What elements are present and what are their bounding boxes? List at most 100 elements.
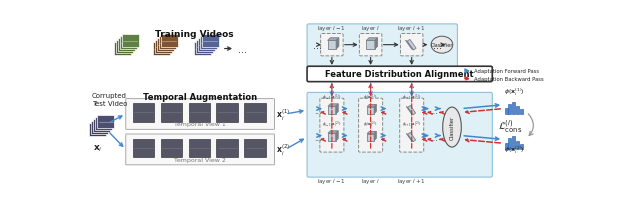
Bar [516, 141, 519, 149]
FancyBboxPatch shape [307, 93, 492, 177]
Text: $\phi_{l-1}(\mathbf{x}_i^{(2)})$: $\phi_{l-1}(\mathbf{x}_i^{(2)})$ [322, 119, 342, 129]
Polygon shape [374, 105, 376, 114]
Polygon shape [366, 39, 378, 41]
Text: Classifier: Classifier [431, 43, 453, 48]
Text: layer $l+1$: layer $l+1$ [397, 176, 426, 185]
FancyBboxPatch shape [401, 34, 423, 57]
Polygon shape [406, 134, 413, 142]
Text: ...: ... [314, 106, 322, 115]
FancyBboxPatch shape [367, 107, 374, 114]
Bar [189, 104, 210, 122]
Bar [505, 143, 508, 149]
Bar [97, 116, 114, 129]
Text: Corrupted
Test Video: Corrupted Test Video [92, 93, 127, 106]
Bar [244, 104, 266, 122]
Text: layer $l+1$: layer $l+1$ [397, 24, 426, 33]
Text: Temporal View 2: Temporal View 2 [174, 157, 226, 162]
Text: Temporal Augmentation: Temporal Augmentation [143, 93, 257, 102]
Bar [132, 139, 154, 157]
Bar [122, 35, 139, 48]
FancyBboxPatch shape [328, 134, 336, 141]
Text: ...: ... [312, 40, 321, 50]
Text: $\phi(\mathbf{x}_i^{(2)})$: $\phi(\mathbf{x}_i^{(2)})$ [504, 144, 524, 156]
Bar [512, 137, 515, 149]
Bar [520, 144, 523, 149]
Bar [505, 109, 508, 114]
Polygon shape [336, 131, 338, 141]
Text: layer $l$: layer $l$ [361, 176, 380, 185]
Text: $\mathcal{L}_{\rm cons}^{(i)}$: $\mathcal{L}_{\rm cons}^{(i)}$ [498, 117, 522, 134]
Text: Classifier: Classifier [449, 115, 454, 139]
Text: ...: ... [238, 44, 247, 54]
Text: Feature Distribution Alignment: Feature Distribution Alignment [325, 70, 474, 79]
Bar [159, 37, 176, 50]
FancyBboxPatch shape [307, 67, 492, 82]
Text: layer $l$: layer $l$ [361, 24, 380, 33]
Ellipse shape [443, 108, 461, 147]
Bar [189, 139, 210, 157]
Polygon shape [405, 41, 413, 51]
Ellipse shape [431, 37, 452, 54]
Bar [216, 139, 238, 157]
Polygon shape [336, 39, 339, 50]
Bar [118, 39, 135, 52]
Bar [202, 35, 219, 48]
Polygon shape [328, 104, 338, 107]
Bar [132, 104, 154, 122]
Bar [196, 41, 213, 54]
Bar [157, 39, 174, 52]
Polygon shape [408, 133, 415, 142]
FancyBboxPatch shape [360, 34, 382, 57]
Bar [155, 41, 172, 54]
Text: layer $l-1$: layer $l-1$ [317, 24, 346, 33]
FancyBboxPatch shape [366, 41, 375, 50]
FancyBboxPatch shape [328, 41, 336, 50]
Polygon shape [328, 131, 338, 134]
Polygon shape [367, 132, 376, 134]
Polygon shape [406, 107, 413, 115]
Text: Temporal View 1: Temporal View 1 [174, 122, 226, 127]
Bar [93, 119, 110, 132]
Text: $\phi_{l+1}(\mathbf{x}_i^{(1)})$: $\phi_{l+1}(\mathbf{x}_i^{(1)})$ [402, 92, 422, 102]
Text: $\mathbf{x}_i$: $\mathbf{x}_i$ [93, 143, 102, 153]
FancyBboxPatch shape [307, 25, 458, 68]
Bar [200, 37, 217, 50]
Bar [244, 139, 266, 157]
Polygon shape [374, 132, 376, 141]
Bar [512, 102, 515, 114]
Bar [161, 35, 178, 48]
Bar [194, 43, 211, 56]
Polygon shape [407, 40, 416, 51]
Polygon shape [328, 39, 339, 41]
Text: Training Videos: Training Videos [155, 30, 233, 39]
FancyBboxPatch shape [320, 99, 344, 152]
Text: $\phi_l(\mathbf{x}_i^{(2)})$: $\phi_l(\mathbf{x}_i^{(2)})$ [364, 119, 378, 129]
FancyBboxPatch shape [358, 99, 383, 152]
Polygon shape [408, 106, 415, 115]
Bar [120, 37, 137, 50]
Bar [114, 43, 131, 56]
FancyArrowPatch shape [528, 114, 533, 136]
Text: ...: ... [430, 106, 438, 115]
Text: ...: ... [430, 133, 438, 142]
Text: Adaptation Backward Pass: Adaptation Backward Pass [474, 77, 544, 82]
Text: $\phi_{l-1}(\mathbf{x}_i^{(1)})$: $\phi_{l-1}(\mathbf{x}_i^{(1)})$ [322, 92, 342, 102]
Bar [520, 110, 523, 114]
Bar [153, 43, 170, 56]
Text: layer $l-1$: layer $l-1$ [317, 176, 346, 185]
Polygon shape [336, 104, 338, 114]
FancyBboxPatch shape [321, 34, 343, 57]
Polygon shape [375, 39, 378, 50]
Bar [508, 104, 511, 114]
Text: ...: ... [314, 133, 322, 142]
Text: $\mathbf{x}_i^{(2)}$: $\mathbf{x}_i^{(2)}$ [276, 142, 290, 157]
Bar [216, 104, 238, 122]
Text: $\phi(\mathbf{x}_i^{(1)})$: $\phi(\mathbf{x}_i^{(1)})$ [504, 86, 524, 98]
Text: $\mathbf{x}_i^{(1)}$: $\mathbf{x}_i^{(1)}$ [276, 107, 290, 122]
Bar [516, 106, 519, 114]
FancyBboxPatch shape [125, 99, 275, 130]
FancyBboxPatch shape [400, 99, 424, 152]
Text: Adaptation Forward Pass: Adaptation Forward Pass [474, 69, 540, 74]
Text: $\phi_l(\mathbf{x}_i^{(1)})$: $\phi_l(\mathbf{x}_i^{(1)})$ [364, 92, 378, 102]
Text: ...: ... [433, 40, 442, 50]
